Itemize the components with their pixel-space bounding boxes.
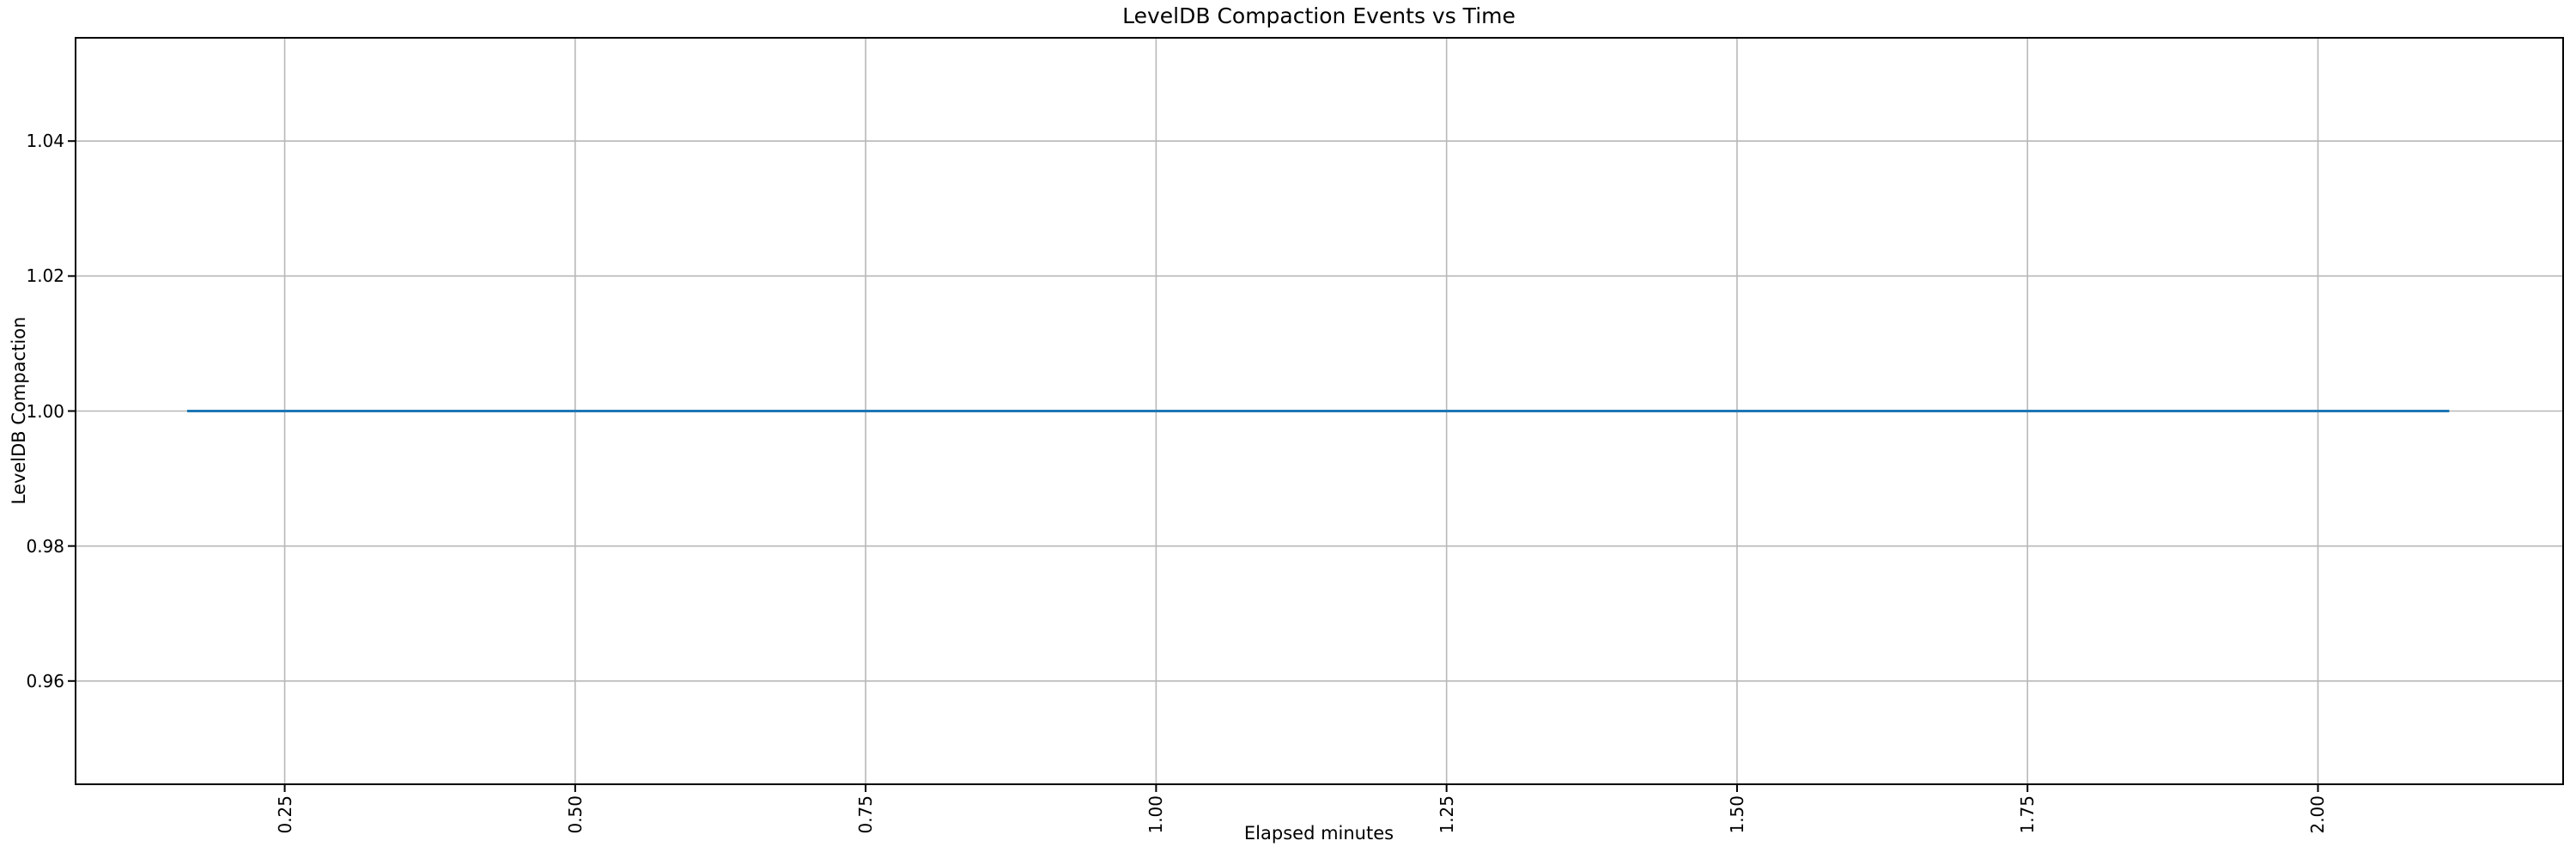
x-tick-label: 0.75 <box>855 795 876 834</box>
x-tick-label: 1.75 <box>2017 795 2038 834</box>
x-tick-label: 0.50 <box>565 795 586 834</box>
x-tick-label-text: 1.00 <box>1145 795 1167 834</box>
x-tick-label-text: 0.75 <box>855 795 877 834</box>
x-tick-label: 1.25 <box>1437 795 1457 834</box>
chart-title: LevelDB Compaction Events vs Time <box>1122 3 1516 28</box>
y-tick-label: 0.98 <box>26 535 64 557</box>
x-axis-label: Elapsed minutes <box>1243 823 1394 844</box>
x-tick-label: 1.00 <box>1145 795 1166 834</box>
y-tick-label: 0.96 <box>26 670 64 691</box>
y-tick-label: 1.04 <box>26 131 64 152</box>
x-tick-label-text: 0.50 <box>564 795 586 834</box>
x-tick-label: 0.25 <box>275 795 295 834</box>
x-tick-label-text: 1.75 <box>2017 795 2038 834</box>
x-tick-label-text: 2.00 <box>2307 795 2329 834</box>
y-tick-label: 1.02 <box>26 265 64 287</box>
x-tick-label: 1.50 <box>1727 795 1747 834</box>
x-tick-label: 2.00 <box>2307 795 2328 834</box>
x-tick-label-text: 0.25 <box>274 795 295 834</box>
y-tick-label: 1.00 <box>26 400 64 422</box>
x-tick-label-text: 1.25 <box>1436 795 1457 834</box>
x-tick-label-text: 1.50 <box>1726 795 1747 834</box>
axes-box <box>75 37 2564 785</box>
